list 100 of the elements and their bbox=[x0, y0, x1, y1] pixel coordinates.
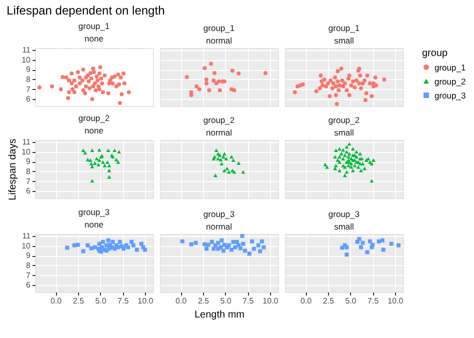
point bbox=[92, 161, 97, 165]
x-tick-label: 5.0 bbox=[220, 296, 232, 306]
point bbox=[110, 240, 115, 244]
point bbox=[328, 94, 332, 98]
point bbox=[354, 150, 359, 154]
point bbox=[347, 74, 352, 78]
point bbox=[338, 83, 342, 88]
chart-subtitle: normal bbox=[206, 36, 232, 46]
point bbox=[344, 88, 349, 92]
point bbox=[84, 84, 88, 88]
point bbox=[347, 152, 352, 156]
chart-subtitle: small bbox=[334, 128, 354, 138]
point bbox=[92, 81, 97, 86]
point bbox=[349, 165, 354, 169]
point bbox=[81, 249, 86, 254]
point bbox=[216, 156, 220, 160]
point bbox=[314, 89, 318, 94]
point bbox=[368, 239, 372, 244]
point bbox=[220, 238, 224, 242]
point bbox=[300, 82, 305, 86]
point bbox=[114, 84, 118, 88]
point bbox=[210, 240, 214, 244]
point bbox=[118, 101, 122, 106]
point bbox=[365, 250, 370, 254]
point bbox=[130, 240, 134, 244]
point bbox=[106, 238, 110, 242]
point bbox=[97, 158, 102, 162]
chart-subtitle: none bbox=[84, 125, 104, 136]
point bbox=[352, 164, 357, 168]
point bbox=[217, 79, 221, 84]
point bbox=[89, 246, 94, 250]
y-tick-label: 7 bbox=[26, 84, 32, 94]
point bbox=[218, 158, 223, 162]
point bbox=[189, 93, 194, 98]
point bbox=[66, 90, 71, 94]
point bbox=[118, 240, 122, 244]
y-tick-label: 11 bbox=[22, 137, 32, 146]
point bbox=[86, 158, 90, 162]
point bbox=[230, 154, 234, 158]
point bbox=[86, 243, 90, 248]
point bbox=[60, 75, 65, 79]
point bbox=[358, 74, 362, 78]
chart-subtitle: normal bbox=[206, 128, 232, 138]
point bbox=[64, 75, 68, 80]
point bbox=[78, 75, 82, 80]
chart-title: group_2 bbox=[78, 112, 110, 123]
point bbox=[100, 90, 105, 94]
y-tick-label: 6 bbox=[26, 280, 32, 290]
point bbox=[204, 246, 208, 251]
y-axis-title: Lifespan days bbox=[8, 138, 19, 200]
y-tick-label: 8 bbox=[26, 166, 32, 176]
x-tick-label: 7.5 bbox=[368, 296, 380, 306]
point bbox=[97, 148, 102, 152]
point bbox=[117, 82, 122, 86]
point bbox=[318, 74, 323, 78]
point bbox=[252, 246, 256, 251]
chart-subtitle: none bbox=[84, 219, 104, 230]
text: Lifespan dependent on length bbox=[6, 3, 165, 18]
point bbox=[89, 76, 94, 80]
x-tick-label: 7.5 bbox=[242, 296, 254, 306]
point bbox=[340, 246, 344, 250]
point bbox=[213, 174, 218, 178]
point bbox=[364, 91, 368, 96]
point bbox=[65, 246, 70, 250]
point bbox=[333, 154, 338, 158]
y-tick-label: 10 bbox=[22, 147, 32, 156]
point bbox=[256, 243, 260, 248]
chart-title: group_1 bbox=[203, 23, 235, 33]
point bbox=[260, 239, 264, 244]
point bbox=[194, 240, 198, 245]
point bbox=[247, 252, 252, 256]
point bbox=[70, 87, 75, 92]
y-tick-label: 10 bbox=[22, 55, 32, 64]
chart-subtitle: small bbox=[334, 222, 354, 232]
point bbox=[107, 175, 112, 179]
point bbox=[89, 162, 94, 166]
point bbox=[320, 79, 324, 84]
x-tick-label: 2.5 bbox=[322, 296, 335, 306]
point bbox=[81, 68, 86, 72]
x-tick-label: 10.0 bbox=[138, 296, 154, 306]
x-tick-label: 5.0 bbox=[345, 296, 357, 306]
point bbox=[208, 62, 213, 66]
point bbox=[338, 147, 342, 151]
y-tick-label: 8 bbox=[26, 74, 32, 84]
point bbox=[139, 242, 144, 246]
point bbox=[236, 161, 241, 165]
point bbox=[134, 248, 139, 252]
point bbox=[91, 84, 96, 88]
chart-title: group_1 bbox=[78, 20, 110, 31]
point bbox=[341, 156, 346, 160]
point bbox=[340, 78, 344, 82]
point bbox=[326, 81, 330, 86]
point bbox=[212, 71, 217, 76]
point bbox=[349, 83, 354, 88]
point bbox=[233, 245, 238, 250]
point bbox=[357, 236, 362, 241]
point bbox=[338, 160, 342, 164]
x-tick-label: 2.5 bbox=[72, 296, 85, 306]
point bbox=[90, 179, 94, 183]
point bbox=[99, 76, 104, 80]
